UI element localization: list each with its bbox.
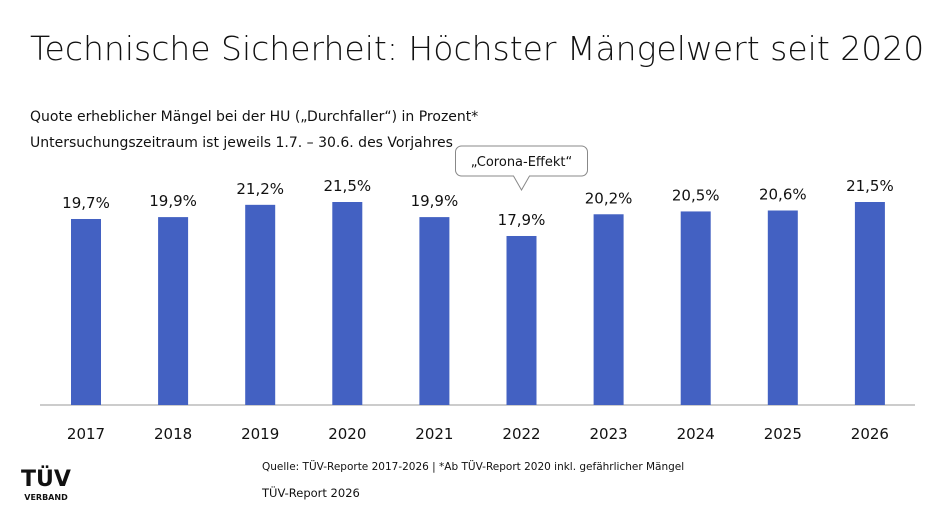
value-label: 17,9% xyxy=(498,211,546,229)
x-tick-label: 2022 xyxy=(502,425,540,443)
report-note: TÜV-Report 2026 xyxy=(261,484,360,500)
x-tick-label: 2017 xyxy=(67,425,105,443)
bar xyxy=(854,202,885,405)
subtitle: Untersuchungszeitraum ist jeweils 1.7. –… xyxy=(30,135,453,151)
value-label: 19,9% xyxy=(411,192,459,210)
value-label: 21,5% xyxy=(846,177,894,195)
value-label: 20,6% xyxy=(759,185,807,203)
bar xyxy=(593,214,624,405)
value-label: 21,5% xyxy=(323,177,371,195)
x-tick-label: 2025 xyxy=(764,425,802,443)
x-tick-label: 2019 xyxy=(241,425,279,443)
bar xyxy=(158,217,189,405)
bar xyxy=(419,217,450,405)
bar xyxy=(245,204,276,405)
value-label: 20,5% xyxy=(672,186,720,204)
logo-text: VERBAND xyxy=(24,493,68,502)
x-tick-label: 2024 xyxy=(677,425,715,443)
logo-text: TÜV xyxy=(21,466,71,492)
annotation: „Corona-Effekt“ xyxy=(471,155,573,170)
bar xyxy=(680,211,711,405)
value-label: 19,9% xyxy=(149,192,197,210)
x-tick-label: 2020 xyxy=(328,425,366,443)
chart-title: Technische Sicherheit: Höchster Mängelwe… xyxy=(30,29,924,68)
subtitle: Quote erheblicher Mängel bei der HU („Du… xyxy=(30,109,478,125)
value-label: 21,2% xyxy=(236,180,284,198)
value-label: 19,7% xyxy=(62,194,110,212)
x-tick-label: 2018 xyxy=(154,425,192,443)
value-label: 20,2% xyxy=(585,189,633,207)
bar xyxy=(506,235,537,405)
bar xyxy=(71,218,101,405)
source: Quelle: TÜV-Reporte 2017-2026 | *Ab TÜV-… xyxy=(262,460,684,473)
x-tick-label: 2023 xyxy=(590,425,628,443)
x-tick-label: 2021 xyxy=(415,425,453,443)
x-tick-label: 2026 xyxy=(851,425,889,443)
callout xyxy=(455,145,588,191)
bar xyxy=(767,210,798,405)
bar xyxy=(332,202,363,405)
